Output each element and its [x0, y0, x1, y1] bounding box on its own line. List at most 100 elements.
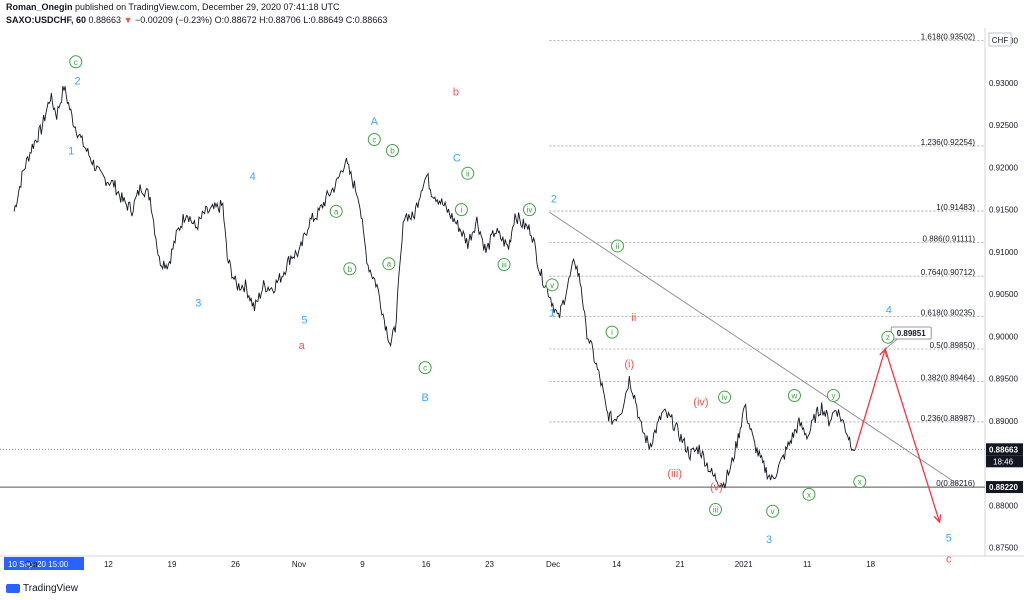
wave-label: w	[791, 391, 798, 400]
wave-label: 1	[68, 145, 74, 157]
wave-label: c	[74, 58, 78, 67]
projection-arrow-down	[933, 514, 942, 524]
author-name[interactable]: Roman_Onegin	[6, 2, 73, 12]
publish-info: Roman_Onegin published on TradingView.co…	[6, 2, 340, 12]
wave-label: 3	[195, 298, 201, 310]
wave-label-circle	[605, 325, 619, 339]
time-tick-label: Nov	[292, 560, 306, 569]
price-tick-label: 0.91000	[989, 248, 1018, 257]
price-axis[interactable]: 0.935000.930000.925000.920000.915000.910…	[986, 37, 1023, 553]
wave-label: c	[946, 554, 952, 566]
fib-level-label: 0.236(0.88987)	[921, 414, 976, 423]
wave-label: 4	[886, 304, 892, 316]
wave-label: v	[771, 507, 775, 516]
price-tick-label: 0.89000	[989, 417, 1018, 426]
tradingview-brand[interactable]: TradingView	[6, 583, 78, 594]
wave-label-circle	[718, 390, 732, 404]
time-tick-label: 9	[360, 560, 365, 569]
currency-badge: CHF	[988, 32, 1012, 47]
wave-label: c	[372, 136, 376, 145]
wave-label: y	[831, 391, 835, 400]
wave-label: i	[611, 328, 613, 337]
wave-label: (i)	[624, 358, 634, 370]
currency-label: CHF	[992, 36, 1009, 45]
fib-level-label: 0.764(0.90712)	[921, 268, 976, 277]
wave-label: C	[453, 152, 461, 164]
wave-label-circle	[787, 388, 801, 402]
wave-label-circle	[385, 143, 399, 157]
zero-level-label: 0.88220	[989, 483, 1018, 492]
wave-label-circle	[545, 278, 559, 292]
publish-text: published on TradingView.com, December 2…	[75, 2, 340, 12]
ohlc-high: H:0.88706	[259, 15, 301, 25]
wave-label-circle	[497, 258, 511, 272]
wave-label: (iii)	[667, 468, 682, 480]
price-change: −0.00209 (−0.23%)	[135, 15, 213, 25]
price-line	[13, 85, 856, 489]
wave-label: 3	[766, 534, 772, 546]
wave-label-circle	[418, 361, 432, 375]
price-tick-label: 0.90000	[989, 332, 1018, 341]
wave-label: ii	[616, 242, 620, 251]
wave-label: iv	[527, 206, 533, 215]
wave-label-circle	[343, 262, 357, 276]
wave-label: iii	[501, 261, 507, 270]
wave-label: 2	[551, 194, 557, 206]
wave-label: 1	[549, 308, 555, 320]
wave-label-circle	[766, 504, 780, 518]
fib-retracement[interactable]: 0(0.88216) 0.236(0.88987) 0.382(0.89464) 0.…	[0, 33, 985, 489]
projection-arrow-up	[879, 347, 888, 358]
ohlc-low: L:0.88649	[303, 15, 344, 25]
trendline-layer	[0, 211, 985, 485]
price-tick-label: 0.89500	[989, 375, 1018, 384]
wave-labels: c21435aabAcbacBbCiiiiiiivv21iiiii(i)(iv)…	[68, 55, 952, 566]
fib-level-label: 0(0.88216)	[936, 479, 975, 488]
fib-level-label: 0.5(0.89850)	[930, 341, 976, 350]
symbol-name[interactable]: SAXO:USDCHF, 60	[6, 15, 87, 25]
wave-label: A	[371, 116, 379, 128]
fib-level-label: 0.886(0.91111)	[923, 234, 976, 243]
down-arrow-icon: ▼	[123, 15, 133, 25]
price-tick-label: 0.90500	[989, 290, 1018, 299]
zero-level-badge	[986, 481, 1023, 494]
fib-level-label: 1.618(0.93502)	[921, 33, 976, 42]
time-tick-label: 14	[612, 560, 621, 569]
wave-label-circle	[461, 166, 475, 180]
time-tick-label: Oct	[25, 560, 38, 569]
wave-label-circle	[454, 203, 468, 217]
wave-label: x	[807, 490, 811, 499]
price-tick-label: 0.92500	[989, 121, 1018, 130]
wave-label: 5	[946, 532, 952, 544]
time-tick-label: 21	[676, 560, 685, 569]
fib-level-label: 1.236(0.92254)	[921, 138, 976, 147]
wave-label: x	[858, 478, 862, 487]
time-tick-label: 16	[422, 560, 431, 569]
wave-label: 2	[75, 75, 81, 87]
time-tick-label: 19	[168, 560, 177, 569]
fib-level-label: 0.618(0.90235)	[921, 308, 976, 317]
projection-path: 0.89851	[854, 326, 942, 524]
countdown-badge	[986, 455, 1023, 468]
wave-label: ii	[631, 312, 636, 324]
wave-label: iii	[713, 506, 719, 515]
target-label: 0.89851	[897, 329, 926, 338]
current-price-label: 0.88663	[989, 445, 1018, 454]
tradingview-logo-icon	[6, 584, 20, 593]
time-tick-label: Dec	[546, 560, 560, 569]
wave-label-circle	[802, 487, 816, 501]
wave-label: i	[461, 206, 463, 215]
time-cursor-label: 10 Sep '20 15:00	[8, 560, 69, 569]
wave-label: (iv)	[693, 396, 708, 408]
time-tick-label: 23	[485, 560, 494, 569]
wave-label: a	[334, 207, 339, 216]
ohlc-close: C:0.88663	[345, 15, 388, 25]
price-tick-label: 0.91500	[989, 206, 1018, 215]
wave-label: B	[421, 392, 428, 404]
wave-label: a	[299, 340, 306, 352]
price-tick-label: 0.92000	[989, 163, 1018, 172]
price-tick-label: 0.93000	[989, 79, 1018, 88]
wave-label-circle	[367, 133, 381, 147]
price-tick-label: 0.88000	[989, 501, 1018, 510]
